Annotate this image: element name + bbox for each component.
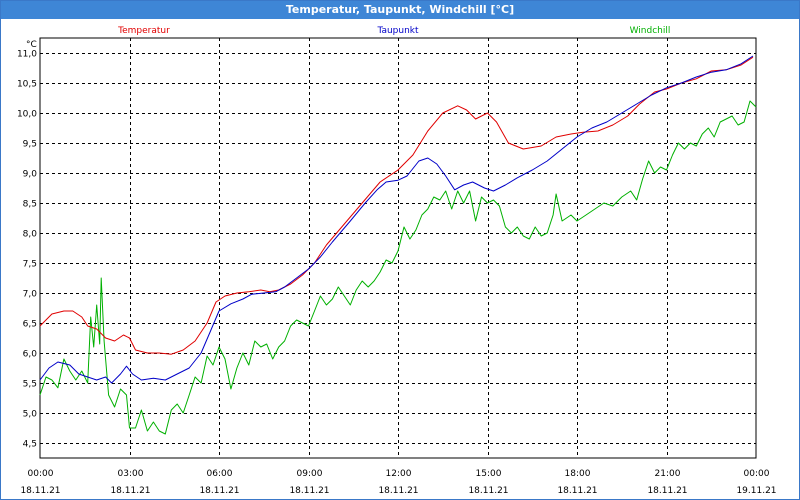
x-tick-date: 19.11.21 — [736, 486, 776, 496]
x-tick-date: 18.11.21 — [557, 486, 597, 496]
x-tick-date: 18.11.21 — [468, 486, 508, 496]
y-tick-label: 8,5 — [23, 200, 37, 210]
x-tick-time: 09:00 — [297, 469, 323, 479]
y-tick-label: 8,0 — [23, 230, 38, 240]
y-tick-label: 6,5 — [23, 320, 37, 330]
y-tick-label: 5,5 — [23, 380, 37, 390]
y-tick-label: 7,5 — [23, 260, 37, 270]
legend-windchill: Windchill — [630, 26, 671, 36]
x-tick-time: 00:00 — [28, 469, 54, 479]
series-line-windchill — [39, 100, 757, 435]
x-tick-date: 18.11.21 — [378, 486, 418, 496]
y-tick-label: 10,0 — [17, 110, 37, 120]
y-axis-label: °C — [26, 40, 37, 50]
x-tick-date: 18.11.21 — [20, 486, 60, 496]
window-title: Temperatur, Taupunkt, Windchill [°C] — [1, 1, 799, 19]
legend-taupunkt: Taupunkt — [376, 26, 419, 36]
series-line-taupunkt — [39, 55, 754, 384]
x-tick-date: 18.11.21 — [647, 486, 687, 496]
y-tick-label: 9,5 — [23, 140, 37, 150]
legend-temperatur: Temperatur — [117, 26, 170, 36]
x-tick-date: 18.11.21 — [110, 486, 150, 496]
series-line-temperatur — [39, 56, 754, 355]
x-tick-time: 15:00 — [476, 469, 502, 479]
x-tick-time: 03:00 — [118, 469, 144, 479]
y-tick-label: 10,5 — [17, 80, 37, 90]
y-tick-label: 4,5 — [23, 440, 37, 450]
x-tick-time: 00:00 — [744, 469, 770, 479]
y-tick-label: 5,0 — [23, 410, 38, 420]
y-tick-label: 6,0 — [23, 350, 38, 360]
y-tick-label: 9,0 — [23, 170, 38, 180]
y-tick-label: 11,0 — [17, 50, 37, 60]
x-tick-time: 12:00 — [386, 469, 412, 479]
x-tick-date: 18.11.21 — [289, 486, 329, 496]
x-tick-time: 21:00 — [655, 469, 681, 479]
x-tick-time: 06:00 — [207, 469, 233, 479]
x-tick-time: 18:00 — [565, 469, 591, 479]
x-tick-date: 18.11.21 — [199, 486, 239, 496]
y-tick-label: 7,0 — [23, 290, 38, 300]
